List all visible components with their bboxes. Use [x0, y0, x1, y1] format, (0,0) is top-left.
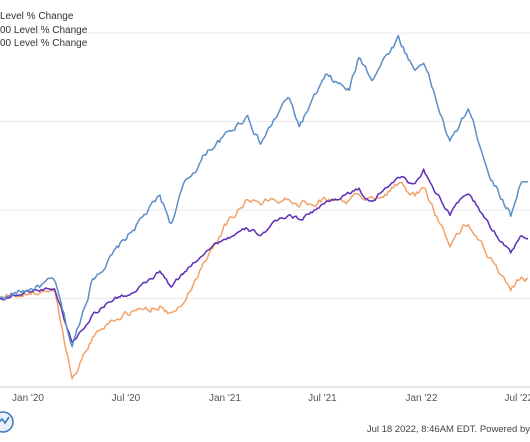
series-line-3[interactable] — [0, 181, 529, 380]
x-tick-label-4: Jan '22 — [405, 393, 437, 404]
x-tick-label-2: Jan '21 — [209, 393, 241, 404]
legend-entry-1[interactable]: Level % Change — [0, 11, 74, 22]
legend-entry-3[interactable]: 00 Level % Change — [0, 38, 88, 49]
legend-entry-2[interactable]: 00 Level % Change — [0, 24, 88, 36]
footer-timestamp: Jul 18 2022, 8:46AM EDT. — [366, 424, 478, 435]
x-tick-label-0: Jan '20 — [12, 393, 44, 404]
x-tick-label-5: Jul '22 — [505, 393, 530, 404]
series-lines — [0, 34, 529, 380]
ycharts-logo-icon — [0, 411, 14, 433]
footer-powered-by[interactable]: Powered by — [479, 424, 530, 435]
x-axis-ticks: Jan '20 Jul '20 Jan '21 Jul '21 Jan '22 Jul '… — [12, 393, 530, 404]
x-tick-label-3: Jul '21 — [308, 393, 337, 404]
grid-lines — [0, 32, 530, 388]
legend: Level % Change 00 Level % Change 00 Leve… — [0, 10, 87, 51]
series-line-1[interactable] — [0, 34, 529, 348]
x-tick-label-1: Jul '20 — [112, 393, 141, 404]
series-line-2[interactable] — [0, 168, 528, 343]
chart-footer: Jul 18 2022, 8:46AM EDT. Powered by — [367, 424, 530, 435]
